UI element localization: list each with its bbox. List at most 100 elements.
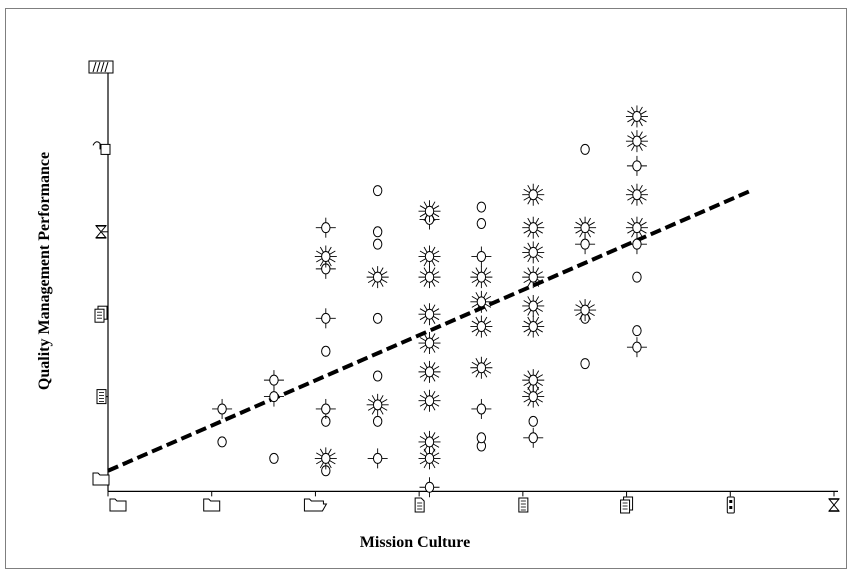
point-circle xyxy=(269,391,279,403)
documents-stack-icon xyxy=(94,305,108,323)
data-point xyxy=(418,245,441,268)
phone-icon xyxy=(726,496,735,514)
data-point xyxy=(418,266,441,289)
point-circle xyxy=(424,308,435,320)
point-circle xyxy=(476,271,487,283)
folders-group-icon xyxy=(88,60,114,74)
data-point xyxy=(418,200,441,223)
data-point xyxy=(372,312,383,324)
data-point xyxy=(632,271,642,283)
data-point xyxy=(574,216,597,239)
document-front xyxy=(94,308,105,323)
phone-handset xyxy=(92,141,101,150)
point-circle xyxy=(476,403,487,415)
data-point xyxy=(321,345,331,357)
data-point xyxy=(470,315,493,338)
point-circle xyxy=(580,143,590,155)
point-circle xyxy=(217,436,227,448)
folder-icon xyxy=(109,498,127,512)
x-axis-label: Mission Culture xyxy=(360,534,470,551)
point-circle xyxy=(424,366,435,378)
data-point xyxy=(522,266,545,289)
point-circle xyxy=(632,238,642,250)
point-circle xyxy=(372,452,383,464)
data-point xyxy=(372,226,383,238)
hourglass-icon xyxy=(827,498,841,512)
folder-shape xyxy=(109,498,127,512)
point-circle xyxy=(372,226,383,238)
point-circle xyxy=(528,246,538,258)
point-circle xyxy=(476,218,487,230)
point-circle xyxy=(424,452,435,464)
folder-divider xyxy=(96,61,101,73)
data-point xyxy=(269,452,279,464)
point-circle xyxy=(476,201,487,213)
point-circle xyxy=(321,345,331,357)
point-circle xyxy=(372,399,383,411)
point-circle xyxy=(528,374,538,386)
data-point xyxy=(263,386,284,407)
x-tick-icons xyxy=(107,491,841,514)
data-point xyxy=(625,183,648,206)
data-point xyxy=(522,294,545,317)
point-circle xyxy=(372,185,383,197)
point-circle xyxy=(476,296,487,308)
data-point xyxy=(471,246,492,267)
data-point xyxy=(418,303,441,326)
point-circle xyxy=(269,374,279,386)
data-point xyxy=(372,185,383,197)
point-circle xyxy=(217,403,227,415)
data-point xyxy=(470,356,493,379)
data-point xyxy=(367,448,388,469)
scatter-plot: Mission Culture Quality Management Perfo… xyxy=(36,60,841,551)
open-folder-icon xyxy=(303,498,328,512)
document-front xyxy=(620,499,631,514)
point-circle xyxy=(580,238,590,250)
point-circle xyxy=(632,222,642,234)
data-point xyxy=(522,315,545,338)
point-circle xyxy=(424,395,435,407)
documents-stack-icon xyxy=(620,496,634,514)
data-point xyxy=(574,299,597,322)
data-point xyxy=(626,337,647,358)
point-circle xyxy=(476,362,487,374)
data-point xyxy=(625,216,648,239)
point-circle xyxy=(269,452,279,464)
phone-keys xyxy=(729,506,733,509)
data-point xyxy=(263,370,284,391)
point-circle xyxy=(321,312,331,324)
data-point xyxy=(315,308,336,329)
point-circle xyxy=(580,222,590,234)
point-circle xyxy=(580,358,590,370)
data-point xyxy=(212,398,233,419)
chart-frame: Mission Culture Quality Management Perfo… xyxy=(5,8,847,569)
hourglass-shape xyxy=(827,498,841,512)
point-circle xyxy=(632,189,642,201)
point-circle xyxy=(632,271,642,283)
data-point xyxy=(419,477,440,498)
document-shape xyxy=(414,497,425,513)
point-circle xyxy=(632,160,642,172)
hourglass-icon xyxy=(94,225,108,239)
point-circle xyxy=(372,415,383,427)
point-circle xyxy=(632,341,642,353)
folder-divider xyxy=(104,61,109,73)
trendline xyxy=(107,188,752,473)
axes xyxy=(107,65,838,492)
data-point xyxy=(418,332,441,355)
point-circle xyxy=(580,304,590,316)
y-tick-icons xyxy=(88,60,114,486)
point-circle xyxy=(424,271,435,283)
folder-shape xyxy=(92,472,110,486)
data-point xyxy=(625,105,648,128)
point-circle xyxy=(424,337,435,349)
point-circle xyxy=(321,222,331,234)
data-point xyxy=(523,427,544,448)
open-folder-shape xyxy=(303,498,328,512)
data-point xyxy=(418,360,441,383)
folder-shape xyxy=(203,498,221,512)
phone-body xyxy=(100,143,111,155)
document-shape xyxy=(96,389,107,405)
point-circle xyxy=(528,415,538,427)
y-axis-label: Quality Management Performance xyxy=(36,152,53,390)
